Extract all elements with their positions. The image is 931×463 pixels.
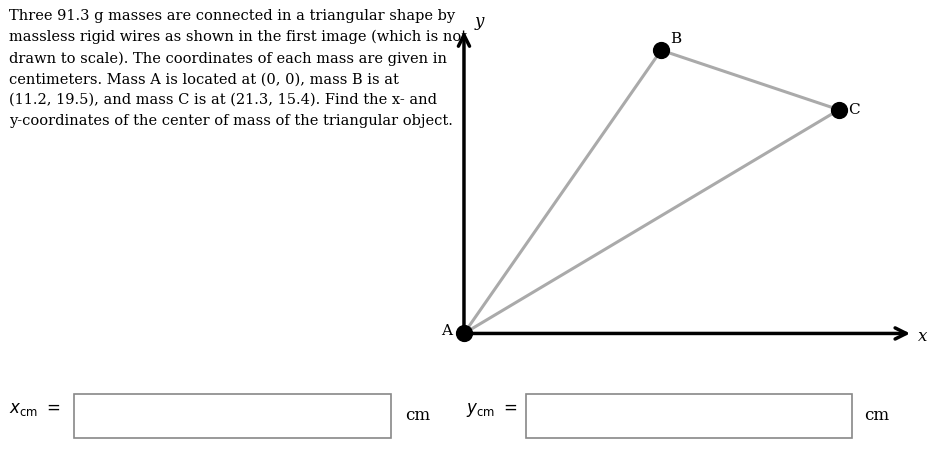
Text: cm: cm [864,407,889,424]
Text: C: C [848,103,859,117]
Point [654,46,668,54]
Text: A: A [440,324,452,338]
Text: B: B [670,32,681,46]
Text: cm: cm [405,407,430,424]
Text: $y_\mathrm{cm}$$\ =$: $y_\mathrm{cm}$$\ =$ [466,401,517,419]
Text: x: x [918,328,927,345]
Text: Three 91.3 g masses are connected in a triangular shape by
massless rigid wires : Three 91.3 g masses are connected in a t… [9,9,467,127]
Text: $x_\mathrm{cm}$$\ =$: $x_\mathrm{cm}$$\ =$ [9,401,61,418]
Text: y: y [475,13,484,30]
Point [831,106,846,113]
Point [456,330,471,337]
